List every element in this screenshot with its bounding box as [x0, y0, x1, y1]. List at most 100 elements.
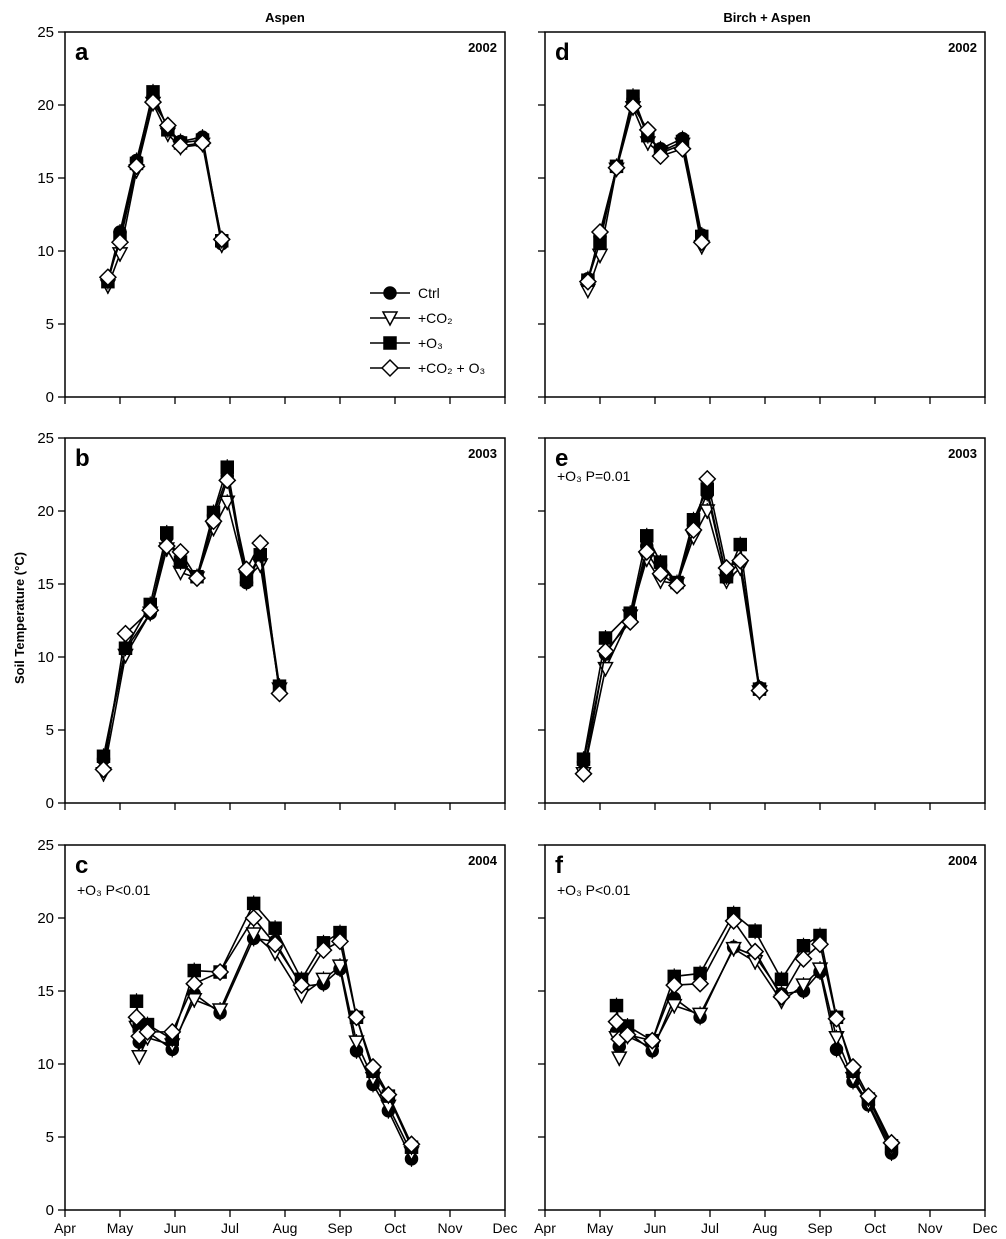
data-point [244, 908, 263, 928]
data-point [158, 116, 177, 135]
legend-label: +CO₂ + O₃ [418, 360, 485, 376]
series-line [582, 478, 761, 774]
series-4 [607, 911, 901, 1152]
data-point [379, 1085, 398, 1104]
panel-frame [544, 31, 986, 398]
data-point [665, 998, 683, 1015]
panel-year: 2002 [948, 40, 977, 55]
y-tick-label: 5 [46, 316, 54, 333]
x-tick-label: Dec [493, 1220, 518, 1236]
data-point [733, 537, 747, 552]
y-tick-label: 15 [37, 170, 54, 187]
x-tick-label: Jul [701, 1220, 719, 1236]
data-point [651, 147, 670, 166]
data-point [127, 1008, 146, 1027]
data-point [292, 976, 311, 995]
x-tick-label: Oct [384, 1220, 406, 1236]
data-point [270, 684, 289, 703]
x-tick-label: Aug [753, 1220, 778, 1236]
data-point [94, 760, 113, 779]
data-point [827, 1009, 846, 1028]
panel-year: 2004 [468, 853, 498, 868]
panel-year: 2003 [468, 446, 497, 461]
y-tick-label: 10 [37, 1056, 54, 1073]
data-point [609, 998, 624, 1013]
panel-letter: d [555, 39, 570, 66]
y-tick-label: 25 [37, 430, 54, 447]
x-tick-label: Jul [221, 1220, 239, 1236]
data-point [637, 542, 656, 561]
data-point [673, 139, 692, 158]
legend-label: +CO₂ [418, 310, 453, 326]
data-point [774, 972, 789, 987]
panel-c: 0 5 10 15 20 25 Apr May Jun Jul Aug Sep Oct Nov Dec c 20… [37, 837, 517, 1236]
x-tick-label: Sep [328, 1220, 353, 1236]
data-point [185, 993, 203, 1009]
column-title-birch-aspen: Birch + Aspen [723, 10, 810, 25]
series-line [582, 486, 761, 760]
data-point [607, 1012, 626, 1031]
y-tick-label: 0 [46, 389, 54, 406]
data-point [171, 542, 190, 561]
series-line [102, 466, 281, 757]
x-tick-label: May [107, 1220, 133, 1236]
data-point [578, 272, 597, 291]
data-point [157, 536, 176, 556]
data-point [810, 935, 830, 954]
data-point [129, 994, 144, 1008]
y-tick-label: 25 [37, 24, 54, 41]
y-tick-label: 20 [37, 503, 54, 520]
data-point [638, 120, 657, 139]
data-point [772, 987, 791, 1006]
data-point [143, 93, 163, 112]
data-point [621, 612, 640, 632]
data-point [746, 942, 765, 961]
panels: 0 5 10 15 20 25 a 2002 0 5 10 15 20 25 b 2003 0 5 10 15 20 25… [37, 24, 997, 1236]
data-point [185, 974, 204, 993]
data-point [268, 921, 282, 935]
x-tick-label: Nov [918, 1220, 943, 1236]
legend-item: +O₃ [370, 335, 443, 351]
data-point [193, 133, 212, 153]
data-point [116, 624, 135, 643]
x-tick-label: Jun [644, 1220, 667, 1236]
y-tick-label: 20 [37, 97, 54, 114]
legend-item: +CO₂ [370, 310, 453, 327]
data-point [204, 512, 223, 531]
y-tick-label: 15 [37, 576, 54, 593]
data-point [251, 534, 270, 553]
data-point [859, 1087, 878, 1106]
panel-b: 0 5 10 15 20 25 b 2003 [37, 430, 506, 812]
series-4 [127, 908, 421, 1154]
series-3 [609, 905, 899, 1154]
data-point [127, 157, 146, 176]
data-point [576, 752, 591, 766]
series-1 [96, 467, 287, 768]
data-point [212, 230, 231, 249]
y-tick-label: 5 [46, 722, 54, 739]
data-point [651, 564, 670, 583]
x-tick-label: May [587, 1220, 613, 1236]
data-point [266, 935, 285, 954]
data-point [717, 558, 736, 578]
data-point [237, 560, 256, 579]
y-tick-label: 20 [37, 910, 54, 927]
panel-annotation: +O₃ P<0.01 [77, 882, 151, 898]
panel-letter: c [75, 852, 88, 879]
panel-letter: e [555, 445, 568, 472]
data-point [574, 764, 593, 783]
series-4 [574, 469, 769, 783]
data-point [725, 941, 742, 958]
panel-f: Apr May Jun Jul Aug Sep Oct Nov Dec f 2004 +O₃ P<0.… [534, 844, 997, 1236]
data-point [348, 1035, 365, 1051]
panel-letter: f [555, 852, 564, 879]
series-4 [578, 97, 711, 291]
data-point [118, 641, 133, 655]
data-point [828, 1030, 845, 1047]
y-tick-label: 15 [37, 983, 54, 1000]
data-point [692, 233, 711, 252]
data-point [138, 1022, 157, 1041]
data-point [794, 949, 813, 968]
data-point [187, 569, 207, 588]
